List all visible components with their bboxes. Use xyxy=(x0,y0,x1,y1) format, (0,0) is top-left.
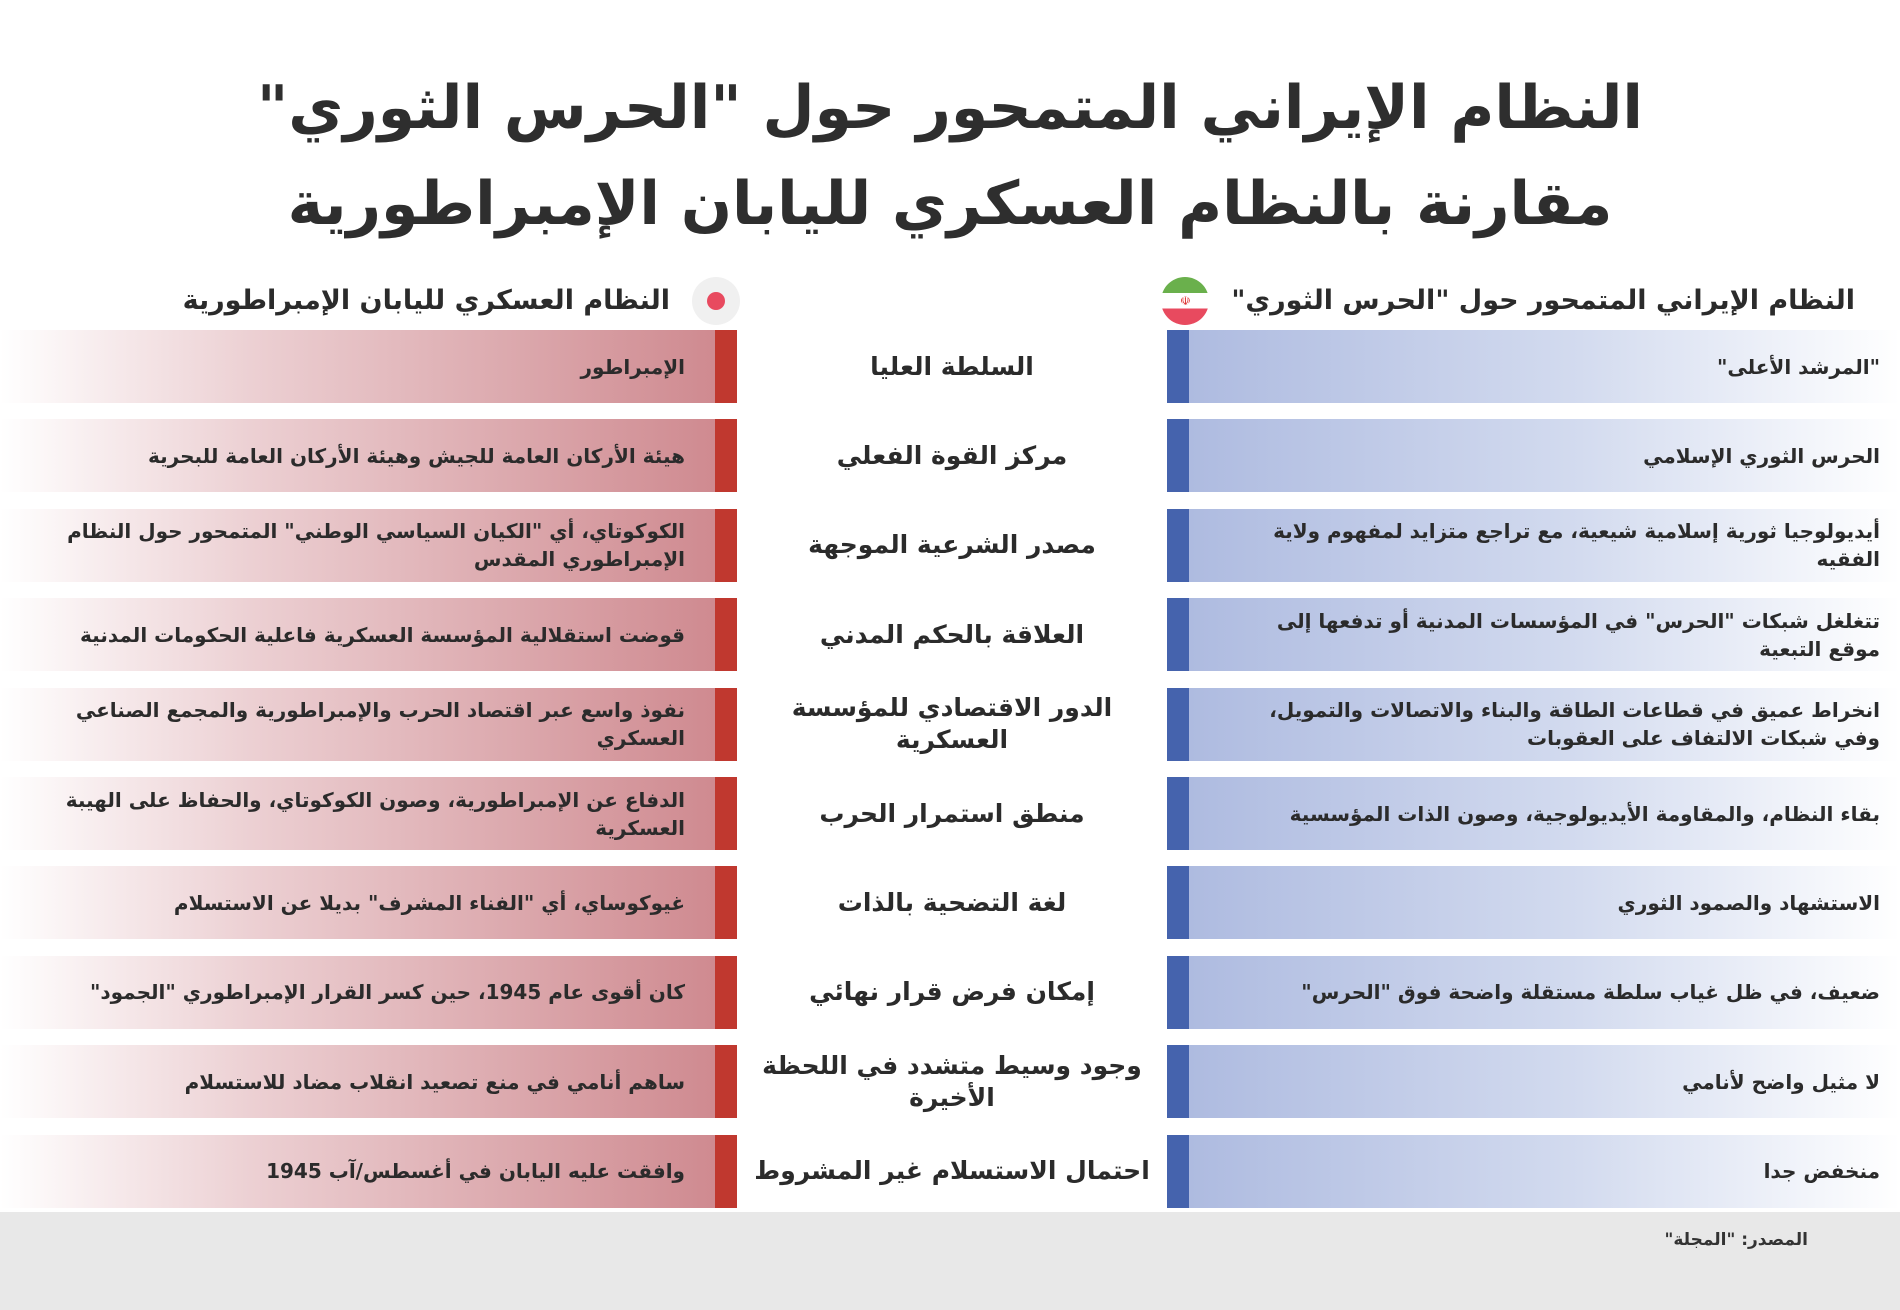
japan-cell-text: غيوكوساي، أي "الفناء المشرف" بديلا عن ال… xyxy=(173,890,685,915)
iran-flag-icon: ☫ xyxy=(1161,277,1210,325)
japan-cell: غيوكوساي، أي "الفناء المشرف" بديلا عن ال… xyxy=(0,866,737,940)
japan-cell: الإمبراطور xyxy=(0,330,737,403)
table-row: نفوذ واسع عبر اقتصاد الحرب والإمبراطورية… xyxy=(0,687,1900,761)
japan-cell-text: الدفاع عن الإمبراطورية، وصون الكوكوتاي، … xyxy=(65,787,685,840)
criterion-cell-text: احتمال الاستسلام غير المشروط xyxy=(754,1156,1150,1186)
japan-cell-text: الكوكوتاي، أي "الكيان السياسي الوطني" ال… xyxy=(67,519,685,572)
iran-column-header: النظام الإيراني المتمحور حول "الحرس الثو… xyxy=(1161,275,1855,327)
iran-cell: منخفض جدا xyxy=(1167,1134,1900,1208)
criterion-cell-text: مركز القوة الفعلي xyxy=(836,440,1068,470)
criterion-cell: العلاقة بالحكم المدني xyxy=(737,598,1167,671)
iran-cell-text: الاستشهاد والصمود الثوري xyxy=(1617,890,1880,915)
criterion-cell: السلطة العليا xyxy=(737,330,1167,403)
title-line-2: مقارنة بالنظام العسكري لليابان الإمبراطو… xyxy=(287,169,1613,239)
iran-cell-text: "المرشد الأعلى" xyxy=(1716,354,1880,379)
iran-cell-text: بقاء النظام، والمقاومة الأيديولوجية، وصو… xyxy=(1289,801,1880,826)
iran-cell: أيديولوجيا ثورية إسلامية شيعية، مع تراجع… xyxy=(1167,508,1900,582)
criterion-cell: احتمال الاستسلام غير المشروط xyxy=(737,1135,1167,1208)
iran-cell-text: أيديولوجيا ثورية إسلامية شيعية، مع تراجع… xyxy=(1273,519,1880,572)
criterion-cell: مركز القوة الفعلي xyxy=(737,419,1167,492)
iran-cell: الاستشهاد والصمود الثوري xyxy=(1167,866,1900,940)
iran-cell-text: لا مثيل واضح لأنامي xyxy=(1682,1069,1880,1094)
japan-cell-text: الإمبراطور xyxy=(580,354,685,379)
japan-cell-text: وافقت عليه اليابان في أغسطس/آب 1945 xyxy=(266,1159,685,1184)
iran-cell-text: تتغلغل شبكات "الحرس" في المؤسسات المدنية… xyxy=(1276,608,1880,661)
table-row: هيئة الأركان العامة للجيش وهيئة الأركان … xyxy=(0,419,1900,493)
iran-cell: "المرشد الأعلى" xyxy=(1167,330,1900,403)
japan-cell-text: كان أقوى عام 1945، حين كسر القرار الإمبر… xyxy=(89,980,685,1005)
japan-column-header: النظام العسكري لليابان الإمبراطورية xyxy=(183,275,740,327)
japan-cell-text: نفوذ واسع عبر اقتصاد الحرب والإمبراطورية… xyxy=(75,698,685,751)
criterion-cell-text: مصدر الشرعية الموجهة xyxy=(808,530,1096,560)
table-row: الكوكوتاي، أي "الكيان السياسي الوطني" ال… xyxy=(0,508,1900,582)
page-title: النظام الإيراني المتمحور حول "الحرس الثو… xyxy=(0,60,1900,252)
title-line-1: النظام الإيراني المتمحور حول "الحرس الثو… xyxy=(257,73,1643,143)
iran-cell: ضعيف، في ظل غياب سلطة مستقلة واضحة فوق "… xyxy=(1167,955,1900,1029)
table-row: الإمبراطور السلطة العليا "المرشد الأعلى" xyxy=(0,330,1900,403)
iran-cell-text: ضعيف، في ظل غياب سلطة مستقلة واضحة فوق "… xyxy=(1301,980,1880,1005)
table-row: قوضت استقلالية المؤسسة العسكرية فاعلية ا… xyxy=(0,598,1900,672)
iran-cell-text: انخراط عميق في قطاعات الطاقة والبناء وال… xyxy=(1269,698,1880,751)
iran-column-label: النظام الإيراني المتمحور حول "الحرس الثو… xyxy=(1231,285,1855,316)
iran-cell: بقاء النظام، والمقاومة الأيديولوجية، وصو… xyxy=(1167,777,1900,850)
criterion-cell-text: منطق استمرار الحرب xyxy=(819,798,1085,828)
table-row: ساهم أنامي في منع تصعيد انقلاب مضاد للاس… xyxy=(0,1045,1900,1119)
source-note: المصدر: "المجلة" xyxy=(1664,1230,1808,1250)
iran-cell: لا مثيل واضح لأنامي xyxy=(1167,1045,1900,1119)
japan-cell-text: ساهم أنامي في منع تصعيد انقلاب مضاد للاس… xyxy=(184,1069,685,1094)
criterion-cell-text: لغة التضحية بالذات xyxy=(837,887,1067,917)
criterion-cell-text: الدور الاقتصادي للمؤسسة العسكرية xyxy=(791,693,1113,755)
table-row: غيوكوساي، أي "الفناء المشرف" بديلا عن ال… xyxy=(0,866,1900,940)
japan-cell: ساهم أنامي في منع تصعيد انقلاب مضاد للاس… xyxy=(0,1045,737,1119)
criterion-cell-text: العلاقة بالحكم المدني xyxy=(819,619,1085,649)
japan-flag-icon xyxy=(692,277,740,325)
japan-cell: الكوكوتاي، أي "الكيان السياسي الوطني" ال… xyxy=(0,508,737,582)
criterion-cell-text: السلطة العليا xyxy=(870,351,1034,381)
japan-cell: هيئة الأركان العامة للجيش وهيئة الأركان … xyxy=(0,419,737,493)
iran-cell-text: منخفض جدا xyxy=(1763,1159,1880,1184)
table-row: وافقت عليه اليابان في أغسطس/آب 1945 احتما… xyxy=(0,1134,1900,1208)
criterion-cell-text: وجود وسيط متشدد في اللحظة الأخيرة xyxy=(762,1050,1142,1112)
table-row: كان أقوى عام 1945، حين كسر القرار الإمبر… xyxy=(0,955,1900,1029)
iran-cell-text: الحرس الثوري الإسلامي xyxy=(1643,443,1880,468)
footer-bar xyxy=(0,1212,1900,1310)
japan-cell: الدفاع عن الإمبراطورية، وصون الكوكوتاي، … xyxy=(0,777,737,850)
japan-cell-text: هيئة الأركان العامة للجيش وهيئة الأركان … xyxy=(148,443,685,468)
criterion-cell: مصدر الشرعية الموجهة xyxy=(737,509,1167,582)
iran-cell: الحرس الثوري الإسلامي xyxy=(1167,419,1900,493)
criterion-cell: وجود وسيط متشدد في اللحظة الأخيرة xyxy=(737,1045,1167,1118)
criterion-cell: منطق استمرار الحرب xyxy=(737,777,1167,850)
japan-cell: قوضت استقلالية المؤسسة العسكرية فاعلية ا… xyxy=(0,598,737,672)
criterion-cell: الدور الاقتصادي للمؤسسة العسكرية xyxy=(737,688,1167,761)
japan-column-label: النظام العسكري لليابان الإمبراطورية xyxy=(182,285,670,316)
table-row: الدفاع عن الإمبراطورية، وصون الكوكوتاي، … xyxy=(0,777,1900,850)
iran-cell: تتغلغل شبكات "الحرس" في المؤسسات المدنية… xyxy=(1167,598,1900,672)
criterion-cell-text: إمكان فرض قرار نهائي xyxy=(809,977,1095,1007)
japan-cell: كان أقوى عام 1945، حين كسر القرار الإمبر… xyxy=(0,955,737,1029)
criterion-cell: لغة التضحية بالذات xyxy=(737,866,1167,939)
iran-cell: انخراط عميق في قطاعات الطاقة والبناء وال… xyxy=(1167,687,1900,761)
japan-cell-text: قوضت استقلالية المؤسسة العسكرية فاعلية ا… xyxy=(80,622,685,647)
japan-cell: نفوذ واسع عبر اقتصاد الحرب والإمبراطورية… xyxy=(0,687,737,761)
japan-cell: وافقت عليه اليابان في أغسطس/آب 1945 xyxy=(0,1134,737,1208)
criterion-cell: إمكان فرض قرار نهائي xyxy=(737,956,1167,1029)
